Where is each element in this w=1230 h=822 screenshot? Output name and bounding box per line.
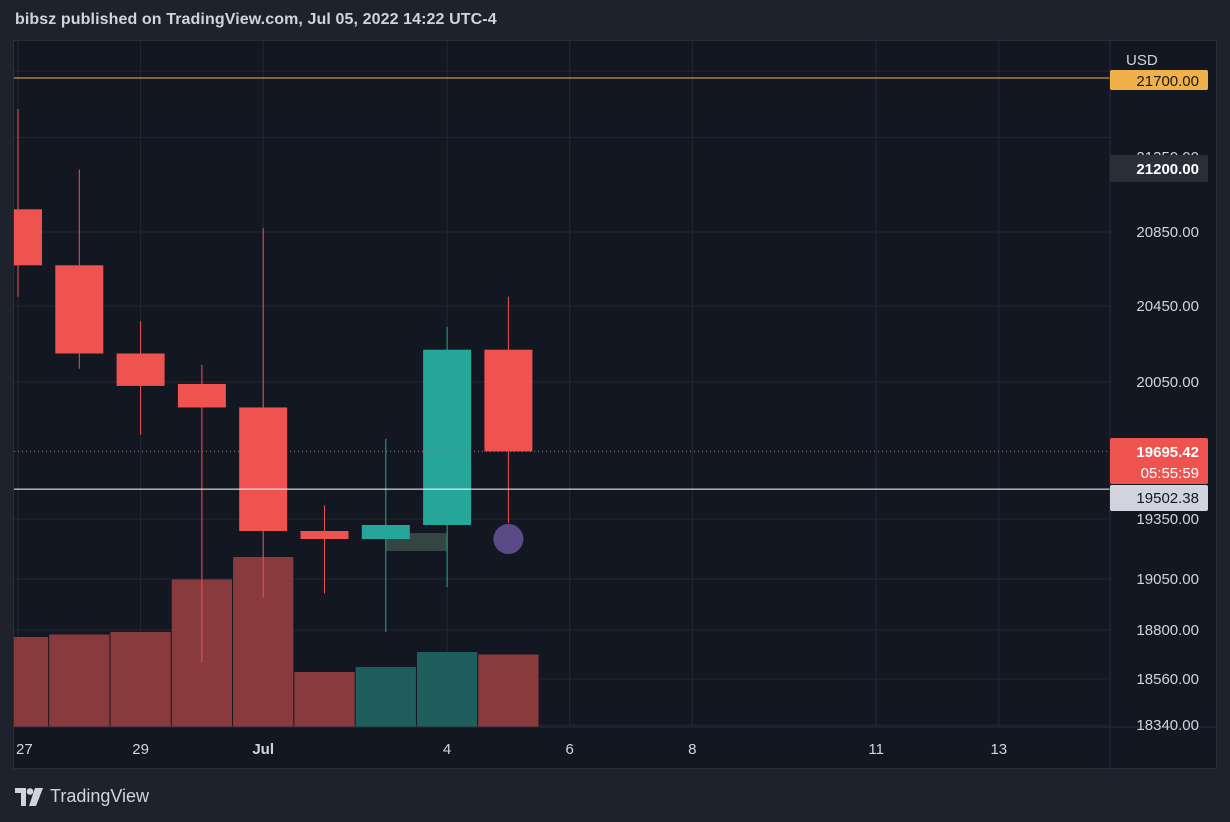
last-price-label-bg xyxy=(1110,438,1208,484)
candle-body xyxy=(55,265,104,354)
price-tick-label: 19350.00 xyxy=(1136,511,1199,528)
candle-body xyxy=(14,209,42,266)
candle-body xyxy=(361,525,410,539)
time-tick-label: 27 xyxy=(16,741,33,758)
volume-bar xyxy=(49,634,110,727)
price-tick-label: 18340.00 xyxy=(1136,717,1199,734)
candle-body xyxy=(423,349,472,525)
time-tick-label: 29 xyxy=(132,741,149,758)
price-tick-label: 19050.00 xyxy=(1136,571,1199,588)
price-lines-layer xyxy=(14,77,1110,490)
chart-panel[interactable]: 21700.0021350.0020850.0020450.0020050.00… xyxy=(13,40,1217,769)
marker-circle xyxy=(493,524,524,554)
volume-bar xyxy=(110,632,171,727)
price-tick-label: 18800.00 xyxy=(1136,622,1199,639)
crosshair-price-label-bg xyxy=(1110,485,1208,511)
alert-price-label: 21700.00 xyxy=(1136,73,1199,90)
candle-body xyxy=(484,349,533,452)
tradingview-logo-icon xyxy=(15,787,43,806)
volume-bar xyxy=(478,654,539,727)
volume-bar xyxy=(355,667,416,727)
volume-bar xyxy=(416,652,478,727)
candle-body xyxy=(116,353,165,386)
volume-layer xyxy=(14,557,539,727)
alert-price-label-bg xyxy=(1110,70,1208,90)
grid-layer xyxy=(14,41,1110,727)
time-tick-label: 13 xyxy=(990,741,1007,758)
volume-bar xyxy=(14,637,49,727)
currency-label: USD xyxy=(1126,52,1158,69)
tradingview-brand-label: TradingView xyxy=(50,786,150,806)
crosshair-price-label: 19502.38 xyxy=(1136,490,1199,507)
time-tick-label: Jul xyxy=(252,741,274,758)
tradingview-logo[interactable]: TradingView xyxy=(15,786,149,807)
candle-body xyxy=(239,407,288,531)
candle-body xyxy=(300,531,349,539)
price-axis: 21700.0021350.0020850.0020450.0020050.00… xyxy=(1110,70,1208,734)
highlight-price-label: 21200.00 xyxy=(1136,161,1199,178)
volume-bar xyxy=(294,672,355,727)
time-tick-label: 4 xyxy=(443,741,451,758)
candle-layer xyxy=(14,109,533,663)
candlestick-chart[interactable]: 21700.0021350.0020850.0020450.0020050.00… xyxy=(14,41,1216,768)
price-tick-label: 20850.00 xyxy=(1136,224,1199,241)
last-price-label: 19695.42 xyxy=(1136,444,1199,461)
countdown-label: 05:55:59 xyxy=(1141,465,1199,482)
time-axis: 27 29 Jul 4 6 8 11 13 xyxy=(16,741,1007,758)
time-tick-label: 8 xyxy=(688,741,696,758)
publish-header: bibsz published on TradingView.com, Jul … xyxy=(15,11,497,28)
price-tick-label: 18560.00 xyxy=(1136,671,1199,688)
marker-layer xyxy=(493,524,524,554)
price-tick-label: 20050.00 xyxy=(1136,374,1199,391)
time-tick-label: 6 xyxy=(566,741,574,758)
time-tick-label: 11 xyxy=(868,741,884,758)
price-tick-label: 20450.00 xyxy=(1136,298,1199,315)
candle-body xyxy=(177,383,226,408)
highlight-price-label-bg xyxy=(1110,155,1208,182)
